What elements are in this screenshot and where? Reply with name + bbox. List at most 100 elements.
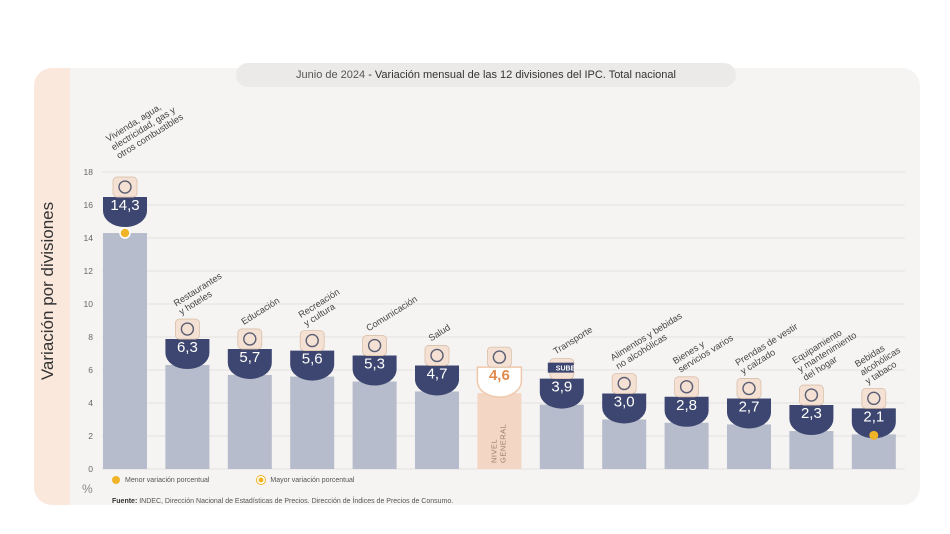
icon-text-bg bbox=[547, 362, 574, 373]
value-label: 2,8 bbox=[676, 397, 697, 414]
icon-backdrop bbox=[424, 345, 450, 366]
icon-shape bbox=[305, 333, 319, 348]
bar bbox=[477, 393, 522, 469]
value-badge bbox=[227, 348, 272, 379]
icon-shape bbox=[180, 322, 195, 336]
icon-backdrop bbox=[362, 335, 388, 356]
value-badge bbox=[727, 398, 771, 429]
phone-icon bbox=[362, 335, 388, 356]
umbrella-icon bbox=[299, 330, 325, 352]
bar bbox=[227, 374, 272, 469]
value-badge bbox=[476, 366, 523, 398]
icon-backdrop bbox=[736, 378, 762, 399]
y-tick-label: 8 bbox=[88, 332, 93, 342]
legend-max: Mayor variación porcentual bbox=[257, 476, 354, 484]
clothing-icon bbox=[736, 378, 762, 399]
y-tick-label: 0 bbox=[88, 464, 93, 474]
medical-cross-icon bbox=[424, 345, 450, 366]
source-text: INDEC, Dirección Nacional de Estadística… bbox=[137, 498, 454, 505]
legend: Menor variación porcentual Mayor variaci… bbox=[112, 476, 400, 486]
value-badge bbox=[602, 393, 647, 424]
bar bbox=[851, 434, 896, 469]
food-icon bbox=[611, 373, 637, 394]
icon-backdrop bbox=[674, 376, 699, 398]
icon-shape bbox=[867, 391, 881, 406]
value-badge bbox=[851, 408, 896, 439]
icon-text: SUBE bbox=[556, 366, 576, 373]
title-text: - Variación mensual de las 12 divisiones… bbox=[365, 69, 676, 81]
legend-max-marker-icon bbox=[257, 476, 266, 484]
value-badge bbox=[415, 365, 459, 396]
lightbulb-icon bbox=[112, 176, 138, 198]
bar bbox=[727, 424, 771, 469]
value-label: 2,3 bbox=[801, 405, 822, 422]
icon-backdrop bbox=[112, 176, 138, 198]
legend-min-marker-icon bbox=[112, 476, 120, 484]
icon-shape bbox=[118, 180, 132, 194]
value-badge bbox=[789, 405, 834, 436]
category-label-line: Comunicación bbox=[364, 294, 419, 333]
value-label: 3,0 bbox=[614, 394, 635, 411]
source-label: Fuente: bbox=[112, 498, 138, 505]
title-date: Junio de 2024 bbox=[296, 69, 366, 81]
icon-shape bbox=[742, 381, 756, 396]
source-note: Fuente: INDEC, Dirección Nacional de Est… bbox=[112, 498, 453, 505]
value-label: 4,7 bbox=[427, 365, 448, 382]
icon-backdrop bbox=[861, 387, 887, 409]
value-label: 2,1 bbox=[863, 408, 884, 425]
icon-shape bbox=[679, 380, 694, 394]
max-marker bbox=[119, 227, 131, 239]
bar bbox=[290, 376, 335, 469]
value-badge bbox=[352, 355, 397, 386]
y-axis-unit: % bbox=[82, 482, 93, 496]
y-axis-band bbox=[34, 68, 70, 505]
bar bbox=[103, 233, 147, 469]
bar bbox=[602, 419, 647, 469]
value-badge bbox=[103, 197, 147, 228]
legend-max-label: Mayor variación porcentual bbox=[270, 476, 355, 484]
value-label: 4,6 bbox=[489, 367, 510, 384]
bar-inner-label-line: NIVEL bbox=[489, 439, 498, 463]
value-badge bbox=[165, 339, 210, 370]
y-tick-label: 2 bbox=[88, 431, 93, 441]
bar bbox=[415, 391, 459, 469]
bar bbox=[165, 365, 210, 469]
y-tick-label: 12 bbox=[84, 266, 94, 276]
legend-min-label: Menor variación porcentual bbox=[125, 476, 210, 484]
basket-icon bbox=[486, 346, 512, 368]
category-label: Salud bbox=[427, 322, 452, 343]
icon-shape bbox=[367, 338, 382, 353]
legend-min: Menor variación porcentual bbox=[112, 476, 209, 484]
value-label: 5,3 bbox=[364, 356, 385, 373]
value-label: 6,3 bbox=[177, 339, 198, 356]
appliance-icon bbox=[799, 384, 824, 406]
category-label: Transporte bbox=[552, 324, 595, 356]
y-tick-label: 16 bbox=[84, 200, 94, 210]
bar-inner-label-line: GENERAL bbox=[498, 424, 507, 463]
category-label: Comunicación bbox=[364, 294, 419, 333]
icon-backdrop bbox=[299, 330, 325, 352]
bottles-icon bbox=[861, 387, 887, 409]
icon-shape bbox=[617, 376, 631, 391]
category-label: Vivienda, agua,electricidad, gas yotros … bbox=[104, 102, 185, 161]
value-label: 2,7 bbox=[739, 398, 760, 415]
bar bbox=[539, 404, 584, 469]
icon-backdrop bbox=[174, 318, 200, 340]
bar bbox=[352, 381, 397, 469]
icon-backdrop bbox=[611, 373, 637, 394]
category-label-line: Educación bbox=[240, 295, 282, 326]
category-label: Educación bbox=[240, 295, 282, 326]
icon-backdrop bbox=[799, 384, 824, 406]
y-tick-label: 10 bbox=[84, 299, 94, 309]
tableware-icon bbox=[174, 318, 200, 340]
icon-shape bbox=[804, 388, 819, 402]
value-label: 5,6 bbox=[302, 351, 323, 368]
value-label: 14,3 bbox=[110, 197, 139, 214]
icon-shape bbox=[492, 350, 507, 364]
value-badge bbox=[290, 350, 335, 381]
